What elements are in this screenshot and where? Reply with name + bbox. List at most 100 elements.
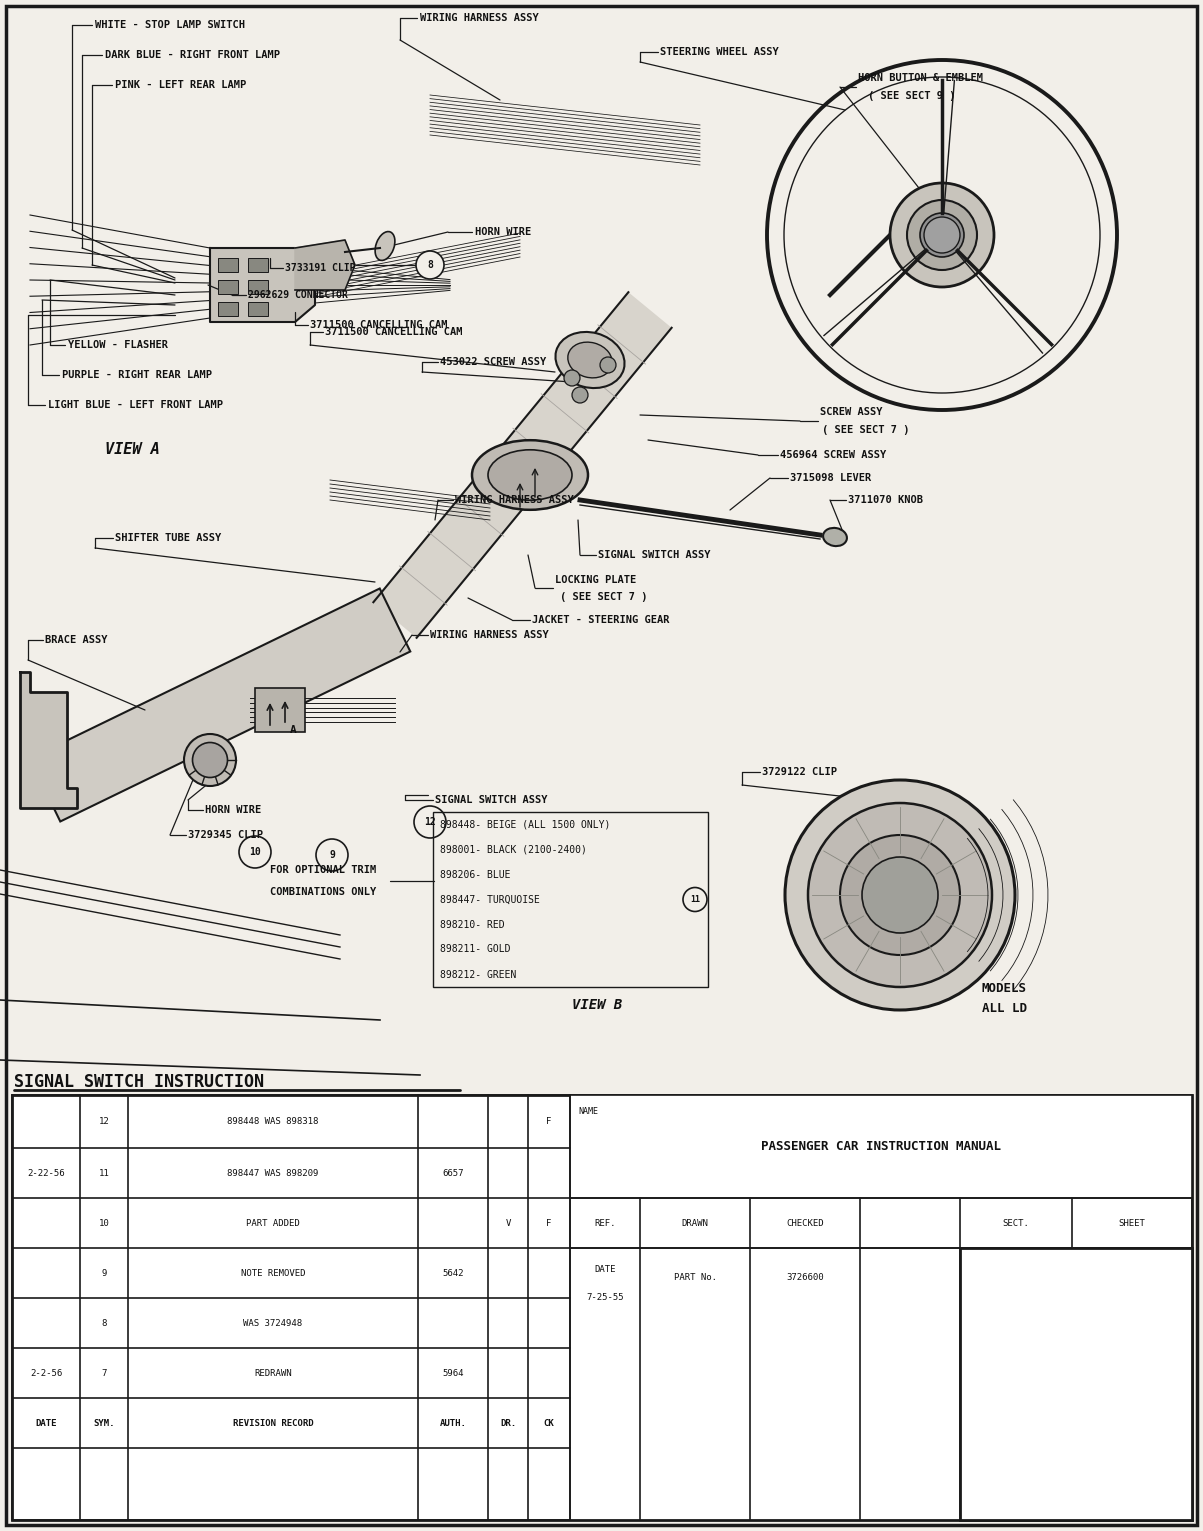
Text: FOR OPTIONAL TRIM: FOR OPTIONAL TRIM — [269, 865, 377, 876]
Circle shape — [907, 201, 977, 269]
Text: 3729122 CLIP: 3729122 CLIP — [761, 767, 837, 778]
Text: YELLOW - FLASHER: YELLOW - FLASHER — [69, 340, 168, 351]
Text: HORN WIRE: HORN WIRE — [475, 227, 532, 237]
Text: 11: 11 — [99, 1168, 109, 1177]
Bar — [12, 1095, 1192, 1520]
Circle shape — [316, 839, 348, 871]
Polygon shape — [30, 588, 410, 822]
Polygon shape — [295, 240, 355, 289]
Text: 9: 9 — [101, 1269, 107, 1277]
Text: VIEW A: VIEW A — [105, 442, 160, 458]
Text: 3733191 CLIP: 3733191 CLIP — [285, 263, 356, 273]
Text: WIRING HARNESS ASSY: WIRING HARNESS ASSY — [455, 495, 574, 505]
Circle shape — [283, 713, 294, 723]
Circle shape — [786, 779, 1015, 1010]
Text: 6657: 6657 — [443, 1168, 463, 1177]
Text: NOTE REMOVED: NOTE REMOVED — [241, 1269, 306, 1277]
Text: WAS 3724948: WAS 3724948 — [243, 1318, 303, 1327]
Bar — [248, 302, 268, 315]
Bar — [570, 1095, 1192, 1197]
Text: STEERING WHEEL ASSY: STEERING WHEEL ASSY — [660, 47, 778, 57]
Text: REVISION RECORD: REVISION RECORD — [232, 1419, 313, 1427]
Circle shape — [414, 805, 446, 837]
Text: WHITE - STOP LAMP SWITCH: WHITE - STOP LAMP SWITCH — [95, 20, 245, 31]
Text: ( SEE SECT 7 ): ( SEE SECT 7 ) — [561, 592, 647, 602]
Text: HORN BUTTON & EMBLEM: HORN BUTTON & EMBLEM — [858, 73, 983, 83]
Text: AUTH.: AUTH. — [439, 1419, 467, 1427]
Text: 7-25-55: 7-25-55 — [586, 1294, 624, 1303]
Text: F: F — [546, 1118, 552, 1125]
Text: SCREW ASSY: SCREW ASSY — [820, 407, 883, 416]
Text: 7: 7 — [101, 1369, 107, 1378]
Text: BRACE ASSY: BRACE ASSY — [45, 635, 107, 645]
Text: 3711070 KNOB: 3711070 KNOB — [848, 495, 923, 505]
Text: LIGHT BLUE - LEFT FRONT LAMP: LIGHT BLUE - LEFT FRONT LAMP — [48, 400, 223, 410]
Text: REF.: REF. — [594, 1219, 616, 1228]
Ellipse shape — [488, 450, 571, 501]
Bar — [218, 302, 238, 315]
Text: JACKET - STEERING GEAR: JACKET - STEERING GEAR — [532, 615, 670, 625]
Text: DR.: DR. — [500, 1419, 516, 1427]
Text: 5642: 5642 — [443, 1269, 463, 1277]
Text: 898001- BLACK (2100-2400): 898001- BLACK (2100-2400) — [440, 845, 587, 854]
Text: 2-2-56: 2-2-56 — [30, 1369, 63, 1378]
Bar — [433, 811, 709, 987]
Text: 9: 9 — [330, 850, 334, 860]
Text: 10: 10 — [99, 1219, 109, 1228]
Text: REDRAWN: REDRAWN — [254, 1369, 292, 1378]
Text: SECT.: SECT. — [1002, 1219, 1030, 1228]
Text: WIRING HARNESS ASSY: WIRING HARNESS ASSY — [429, 629, 549, 640]
Text: 898211- GOLD: 898211- GOLD — [440, 945, 510, 954]
Circle shape — [890, 184, 994, 286]
Text: 453022 SCREW ASSY: 453022 SCREW ASSY — [440, 357, 546, 367]
Text: 30.00: 30.00 — [1086, 1370, 1178, 1398]
Text: F: F — [546, 1219, 552, 1228]
Text: COMBINATIONS ONLY: COMBINATIONS ONLY — [269, 886, 377, 897]
Circle shape — [863, 857, 938, 932]
Polygon shape — [373, 292, 671, 638]
Text: 3715098 LEVER: 3715098 LEVER — [790, 473, 871, 482]
Circle shape — [840, 834, 960, 955]
Text: 10: 10 — [249, 847, 261, 857]
Text: MODELS: MODELS — [982, 981, 1027, 995]
Text: 898447- TURQUOISE: 898447- TURQUOISE — [440, 894, 540, 905]
Text: DRAWN: DRAWN — [682, 1219, 709, 1228]
Text: 3729345 CLIP: 3729345 CLIP — [188, 830, 263, 841]
Circle shape — [257, 694, 267, 703]
Text: PURPLE - RIGHT REAR LAMP: PURPLE - RIGHT REAR LAMP — [63, 371, 212, 380]
Text: SIGNAL SWITCH ASSY: SIGNAL SWITCH ASSY — [598, 550, 711, 560]
Bar — [218, 259, 238, 273]
Circle shape — [239, 836, 271, 868]
Text: 8: 8 — [427, 260, 433, 269]
Ellipse shape — [823, 528, 847, 547]
Text: PINK - LEFT REAR LAMP: PINK - LEFT REAR LAMP — [115, 80, 247, 90]
Circle shape — [283, 694, 294, 703]
Ellipse shape — [184, 733, 236, 785]
Text: 898447 WAS 898209: 898447 WAS 898209 — [227, 1168, 319, 1177]
Text: 3711500 CANCELLING CAM: 3711500 CANCELLING CAM — [310, 320, 448, 331]
Circle shape — [924, 217, 960, 253]
Text: LOCKING PLATE: LOCKING PLATE — [555, 576, 636, 585]
Text: VIEW B: VIEW B — [571, 998, 622, 1012]
Text: PASSENGER CAR INSTRUCTION MANUAL: PASSENGER CAR INSTRUCTION MANUAL — [761, 1141, 1001, 1153]
Text: PART ADDED: PART ADDED — [247, 1219, 300, 1228]
Text: V: V — [505, 1219, 511, 1228]
Text: 456964 SCREW ASSY: 456964 SCREW ASSY — [780, 450, 887, 459]
Text: CHECKED: CHECKED — [787, 1219, 824, 1228]
Text: HORN WIRE: HORN WIRE — [205, 805, 261, 814]
Text: ( SEE SECT 9 ): ( SEE SECT 9 ) — [869, 90, 955, 101]
Text: 12: 12 — [994, 1367, 1038, 1401]
Text: 898210- RED: 898210- RED — [440, 920, 504, 929]
Text: 898448 WAS 898318: 898448 WAS 898318 — [227, 1118, 319, 1125]
Text: 12: 12 — [99, 1118, 109, 1125]
Text: NAME: NAME — [577, 1107, 598, 1116]
Text: PART No.: PART No. — [674, 1274, 717, 1283]
Text: WIRING HARNESS ASSY: WIRING HARNESS ASSY — [420, 12, 539, 23]
Text: SIGNAL SWITCH INSTRUCTION: SIGNAL SWITCH INSTRUCTION — [14, 1073, 263, 1092]
Text: 2962629 CONNECTOR: 2962629 CONNECTOR — [248, 289, 348, 300]
Text: SIGNAL SWITCH ASSY: SIGNAL SWITCH ASSY — [435, 795, 547, 805]
Text: 898212- GREEN: 898212- GREEN — [440, 969, 516, 980]
Circle shape — [808, 802, 992, 987]
Text: CK: CK — [544, 1419, 555, 1427]
Ellipse shape — [568, 341, 612, 378]
